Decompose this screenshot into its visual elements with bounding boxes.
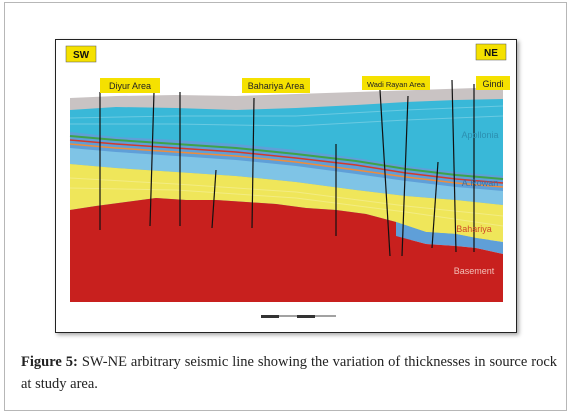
direction-label-sw: SW xyxy=(73,50,90,61)
scale-bar xyxy=(261,315,336,318)
formation-label-apollonia: Apollonia xyxy=(461,130,498,140)
area-label-diyur: Diyur Area xyxy=(109,81,151,91)
area-box-diyur xyxy=(100,78,160,93)
area-box-bahariya xyxy=(242,78,310,93)
formation-label-basement: Basement xyxy=(454,266,495,276)
basement-unit xyxy=(70,198,503,302)
area-label-bahariya: Bahariya Area xyxy=(248,81,305,91)
figure-caption: Figure 5: SW-NE arbitrary seismic line s… xyxy=(21,351,557,395)
sw-label-box xyxy=(65,45,97,63)
caption-label: Figure 5: xyxy=(21,354,78,370)
formation-label-arowan: A.Rowan xyxy=(462,178,499,188)
area-label-wadi-rayan: Wadi Rayan Area xyxy=(367,80,426,89)
marker-line-red xyxy=(69,139,504,184)
formation-label-bahariya: Bahariya xyxy=(456,224,492,234)
seismic-section-svg: SW NE Diyur Area Bahariya Area Wadi Raya… xyxy=(56,40,516,332)
seismic-reflector-lines xyxy=(69,105,504,227)
marker-line-orange xyxy=(69,143,504,188)
yellow-unit xyxy=(70,164,503,242)
well-lines xyxy=(99,79,475,257)
area-box-wadi-rayan xyxy=(362,76,430,90)
light-blue-band xyxy=(70,148,503,205)
area-box-gindi xyxy=(476,76,510,90)
blue-strip-east xyxy=(396,222,503,254)
direction-label-ne: NE xyxy=(484,48,498,59)
marker-line-green xyxy=(69,135,504,180)
figure-frame: SW NE Diyur Area Bahariya Area Wadi Raya… xyxy=(4,2,567,411)
seismic-section-figure: SW NE Diyur Area Bahariya Area Wadi Raya… xyxy=(55,39,517,333)
ne-label-box xyxy=(475,43,507,61)
caption-text: SW-NE arbitrary seismic line showing the… xyxy=(21,354,558,392)
area-label-gindi: Gindi xyxy=(482,79,503,89)
